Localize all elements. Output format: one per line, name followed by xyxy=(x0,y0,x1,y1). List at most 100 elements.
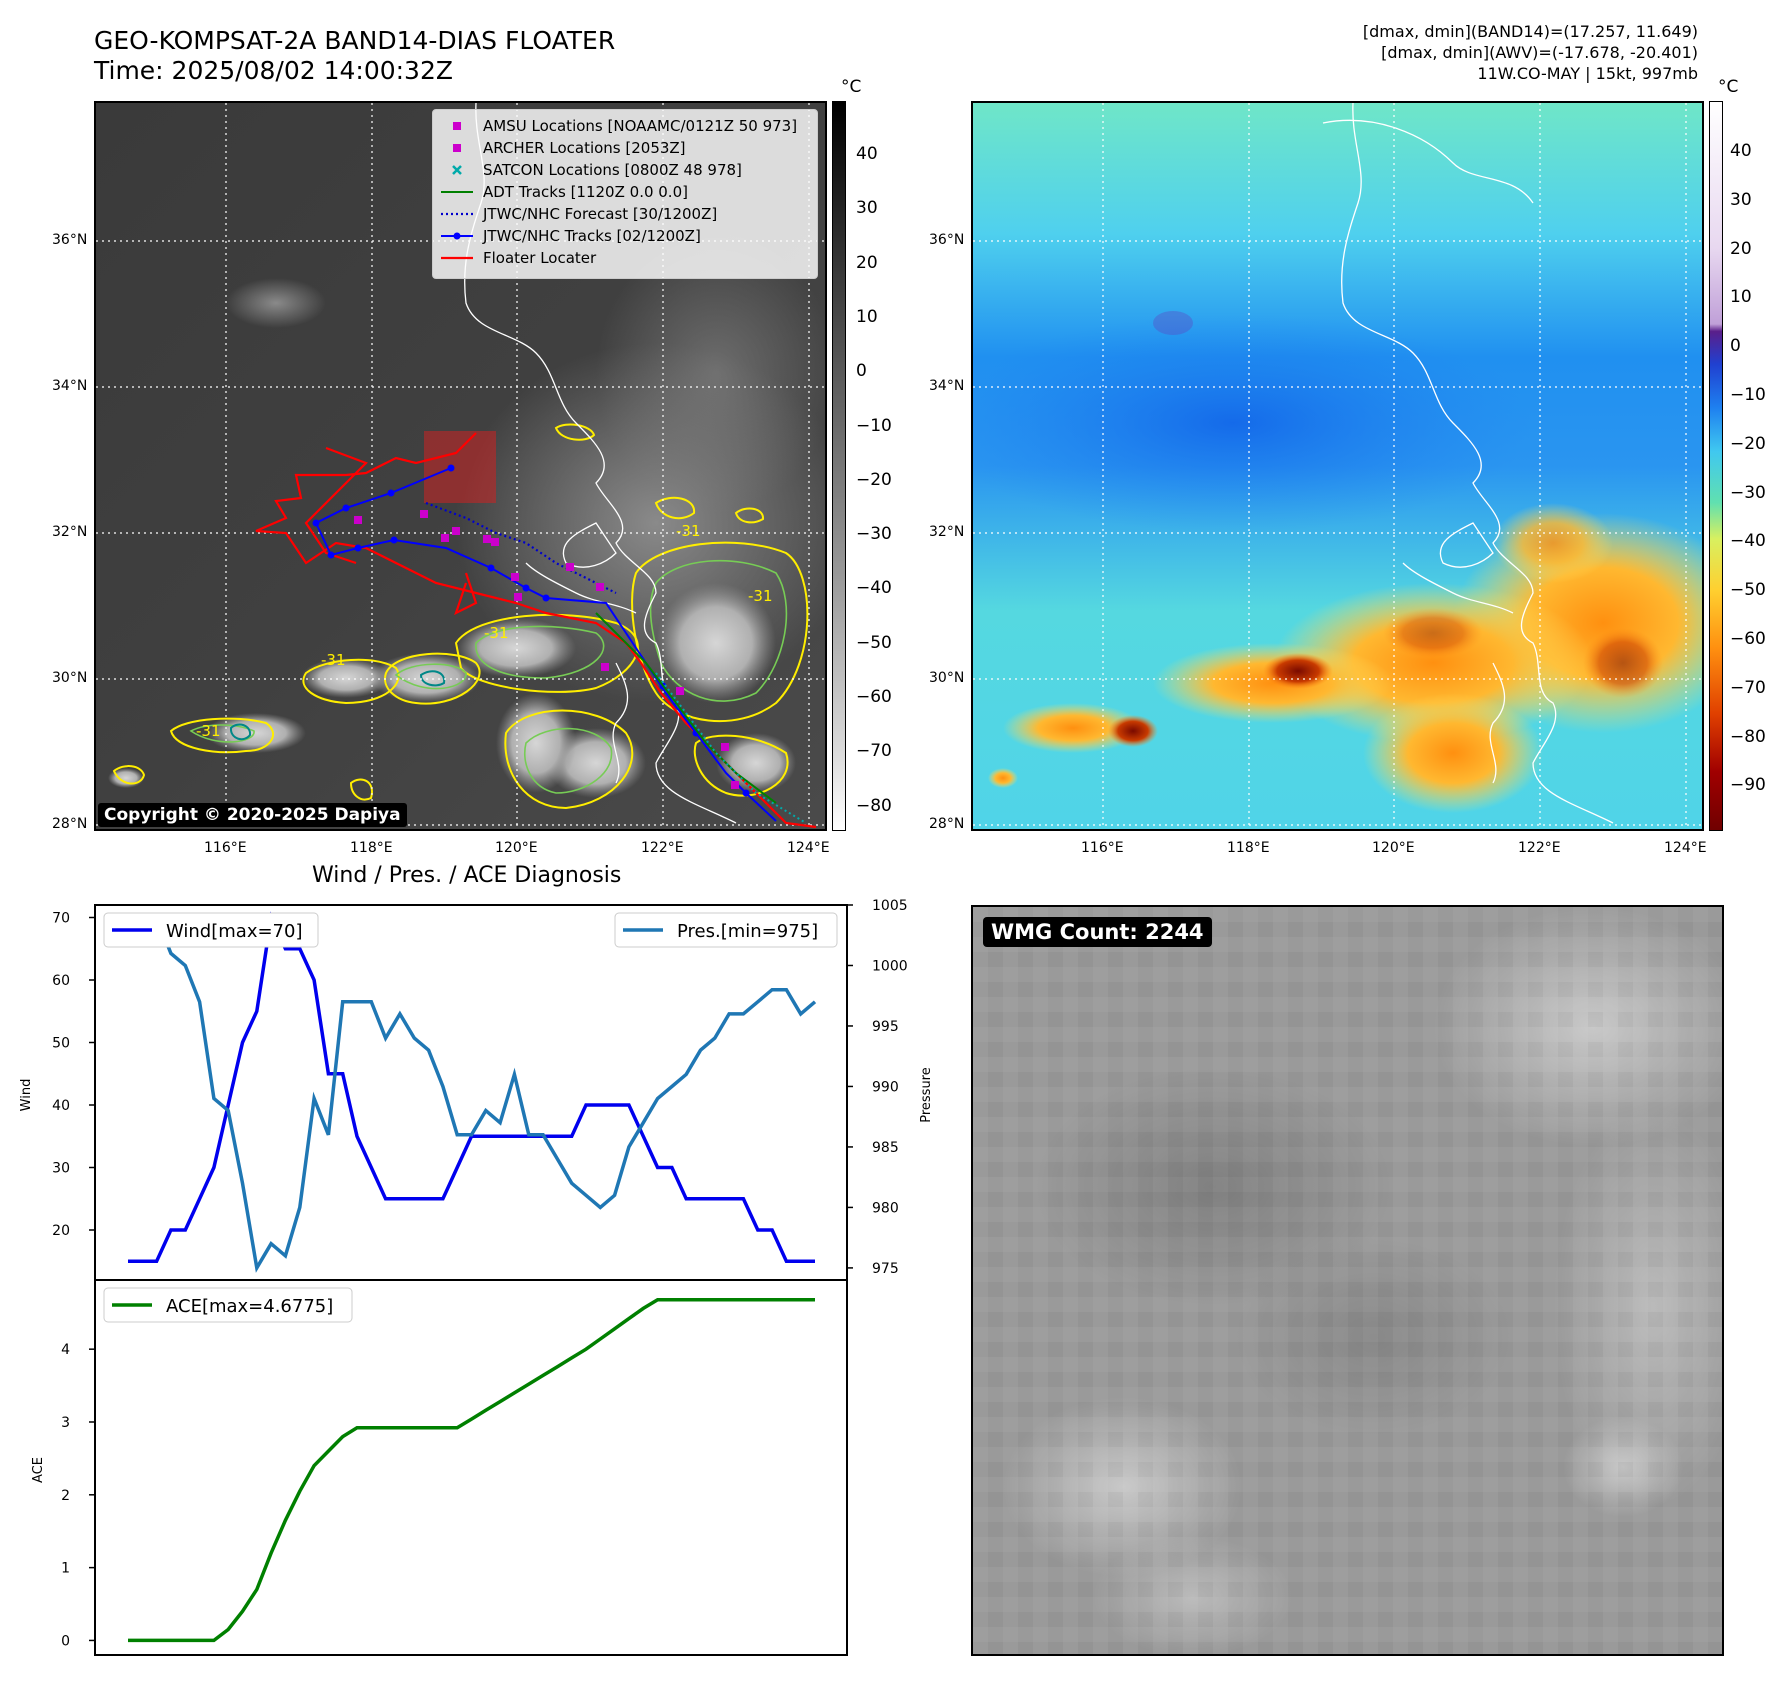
colorbar-tick-label: −60 xyxy=(856,687,892,707)
contour-label: -31 xyxy=(676,522,701,540)
copyright-label: Copyright © 2020-2025 Dapiya xyxy=(98,803,407,827)
wind-series-line xyxy=(128,911,815,1264)
ace-series-line xyxy=(128,1298,815,1643)
lat-label: 28°N xyxy=(52,816,88,832)
map-legend: AMSU Locations [NOAAMC/0121Z 50 973] ARC… xyxy=(432,109,818,279)
lon-label: 124°E xyxy=(787,840,830,856)
axis-tick-label: 975 xyxy=(872,1261,899,1277)
wind-axis-label: Wind xyxy=(19,1079,34,1112)
lat-label: 34°N xyxy=(52,378,88,394)
ace-legend-label: ACE[max=4.6775] xyxy=(166,1296,333,1317)
legend-item-jtwc-tracks: JTWC/NHC Tracks [02/1200Z] xyxy=(433,225,817,247)
wind-legend-label: Wind[max=70] xyxy=(166,921,303,942)
diagnosis-title: Wind / Pres. / ACE Diagnosis xyxy=(312,863,622,888)
floater-track xyxy=(255,432,817,829)
legend-item-satcon: SATCON Locations [0800Z 48 978] xyxy=(433,159,817,181)
colorbar-tick-label: 10 xyxy=(856,306,878,327)
figure-title-line2: Time: 2025/08/02 14:00:32Z xyxy=(94,56,453,85)
lat-label: 32°N xyxy=(929,524,965,540)
contour-label: -31 xyxy=(484,624,509,642)
axis-tick-label: 70 xyxy=(52,911,70,927)
colorbar-tick-label: 20 xyxy=(856,252,878,273)
legend-label: SATCON Locations [0800Z 48 978] xyxy=(483,161,742,179)
lon-label: 118°E xyxy=(350,840,393,856)
legend-item-adt: ADT Tracks [1120Z 0.0 0.0] xyxy=(433,181,817,203)
figure-title-line1: GEO-KOMPSAT-2A BAND14-DIAS FLOATER xyxy=(94,26,616,55)
legend-label: ARCHER Locations [2053Z] xyxy=(483,139,686,157)
legend-item-archer: ARCHER Locations [2053Z] xyxy=(433,137,817,159)
colorbar-tick-label: 30 xyxy=(1730,189,1752,210)
colorbar-tick-label: 10 xyxy=(1730,287,1752,308)
colorbar-tick-label: −40 xyxy=(1730,531,1766,552)
grayscale-colorbar xyxy=(832,101,846,831)
colorbar-tick-label: 20 xyxy=(1730,238,1752,259)
meta-line2: [dmax, dmin](AWV)=(-17.678, -20.401) xyxy=(1381,43,1698,62)
legend-item-floater: Floater Locater xyxy=(433,247,817,269)
lat-label: 34°N xyxy=(929,378,965,394)
colorbar-tick-label: −70 xyxy=(1730,677,1766,698)
colorbar-tick-label: −10 xyxy=(1730,385,1766,405)
pressure-axis-label: Pressure xyxy=(919,1067,934,1123)
legend-label: ADT Tracks [1120Z 0.0 0.0] xyxy=(483,183,688,201)
colorbar-tick-label: −40 xyxy=(856,578,892,599)
lon-label: 120°E xyxy=(495,840,538,856)
axis-tick-label: 1005 xyxy=(872,898,908,914)
axis-tick-label: 2 xyxy=(61,1488,70,1504)
pressure-legend-label: Pres.[min=975] xyxy=(677,921,818,942)
ace-axis-label: ACE xyxy=(31,1457,46,1483)
axis-tick-label: 995 xyxy=(872,1019,899,1035)
colorbar-tick-label: 0 xyxy=(1730,336,1741,357)
colorbar-tick-label: −80 xyxy=(856,795,892,816)
colorbar-tick-label: −50 xyxy=(856,632,892,653)
axis-tick-label: 1 xyxy=(61,1561,70,1577)
colorbar-tick-label: −80 xyxy=(1730,726,1766,747)
axis-tick-label: 30 xyxy=(52,1161,70,1177)
lat-label: 30°N xyxy=(52,670,88,686)
lat-label: 32°N xyxy=(52,524,88,540)
wmg-image xyxy=(973,907,1722,1654)
axis-tick-label: 40 xyxy=(52,1098,70,1114)
legend-label: JTWC/NHC Forecast [30/1200Z] xyxy=(483,205,718,223)
lat-label: 28°N xyxy=(929,816,965,832)
colorbar-tick-label: 40 xyxy=(856,144,878,164)
colorbar-unit: °C xyxy=(841,77,862,97)
colorbar-tick-label: −30 xyxy=(1730,482,1766,503)
colorbar-tick-label: 40 xyxy=(1730,141,1752,161)
wmg-count-badge: WMG Count: 2244 xyxy=(983,917,1212,947)
colorbar-tick-label: −10 xyxy=(856,415,892,436)
axis-tick-label: 60 xyxy=(52,973,70,989)
lon-label: 118°E xyxy=(1227,840,1270,856)
axis-tick-label: 990 xyxy=(872,1079,899,1095)
lon-label: 122°E xyxy=(641,840,684,856)
ir-map-panel: -31 -31 -31 -31 -31 xyxy=(94,101,827,831)
colorbar-tick-label: −90 xyxy=(1730,775,1766,796)
wind-legend: Wind[max=70] xyxy=(103,912,319,948)
floater-box xyxy=(424,431,496,503)
axis-tick-label: 985 xyxy=(872,1140,899,1156)
lat-label: 36°N xyxy=(52,232,88,248)
legend-label: AMSU Locations [NOAAMC/0121Z 50 973] xyxy=(483,117,798,135)
lon-label: 116°E xyxy=(1081,840,1124,856)
meta-line3: 11W.CO-MAY | 15kt, 997mb xyxy=(1477,64,1698,83)
meta-line1: [dmax, dmin](BAND14)=(17.257, 11.649) xyxy=(1362,22,1698,41)
contour-label: -31 xyxy=(748,587,773,605)
awv-map-image xyxy=(973,103,1702,829)
legend-label: JTWC/NHC Tracks [02/1200Z] xyxy=(483,227,701,245)
axis-tick-label: 20 xyxy=(52,1223,70,1239)
axis-tick-label: 980 xyxy=(872,1200,899,1216)
legend-item-jtwc-forecast: JTWC/NHC Forecast [30/1200Z] xyxy=(433,203,817,225)
ace-legend: ACE[max=4.6775] xyxy=(103,1287,353,1323)
legend-item-amsu: AMSU Locations [NOAAMC/0121Z 50 973] xyxy=(433,115,817,137)
colorbar-tick-label: −20 xyxy=(856,469,892,490)
color-colorbar xyxy=(1709,101,1723,831)
contour-label: -31 xyxy=(196,722,221,740)
axis-tick-label: 0 xyxy=(61,1633,70,1649)
lat-label: 36°N xyxy=(929,232,965,248)
colorbar-unit: °C xyxy=(1718,77,1739,97)
legend-label: Floater Locater xyxy=(483,249,597,267)
contour-label: -31 xyxy=(321,651,346,669)
axis-tick-label: 1000 xyxy=(872,958,908,974)
axis-tick-label: 4 xyxy=(61,1342,70,1358)
awv-map-panel xyxy=(971,101,1704,831)
colorbar-tick-label: 30 xyxy=(856,198,878,219)
